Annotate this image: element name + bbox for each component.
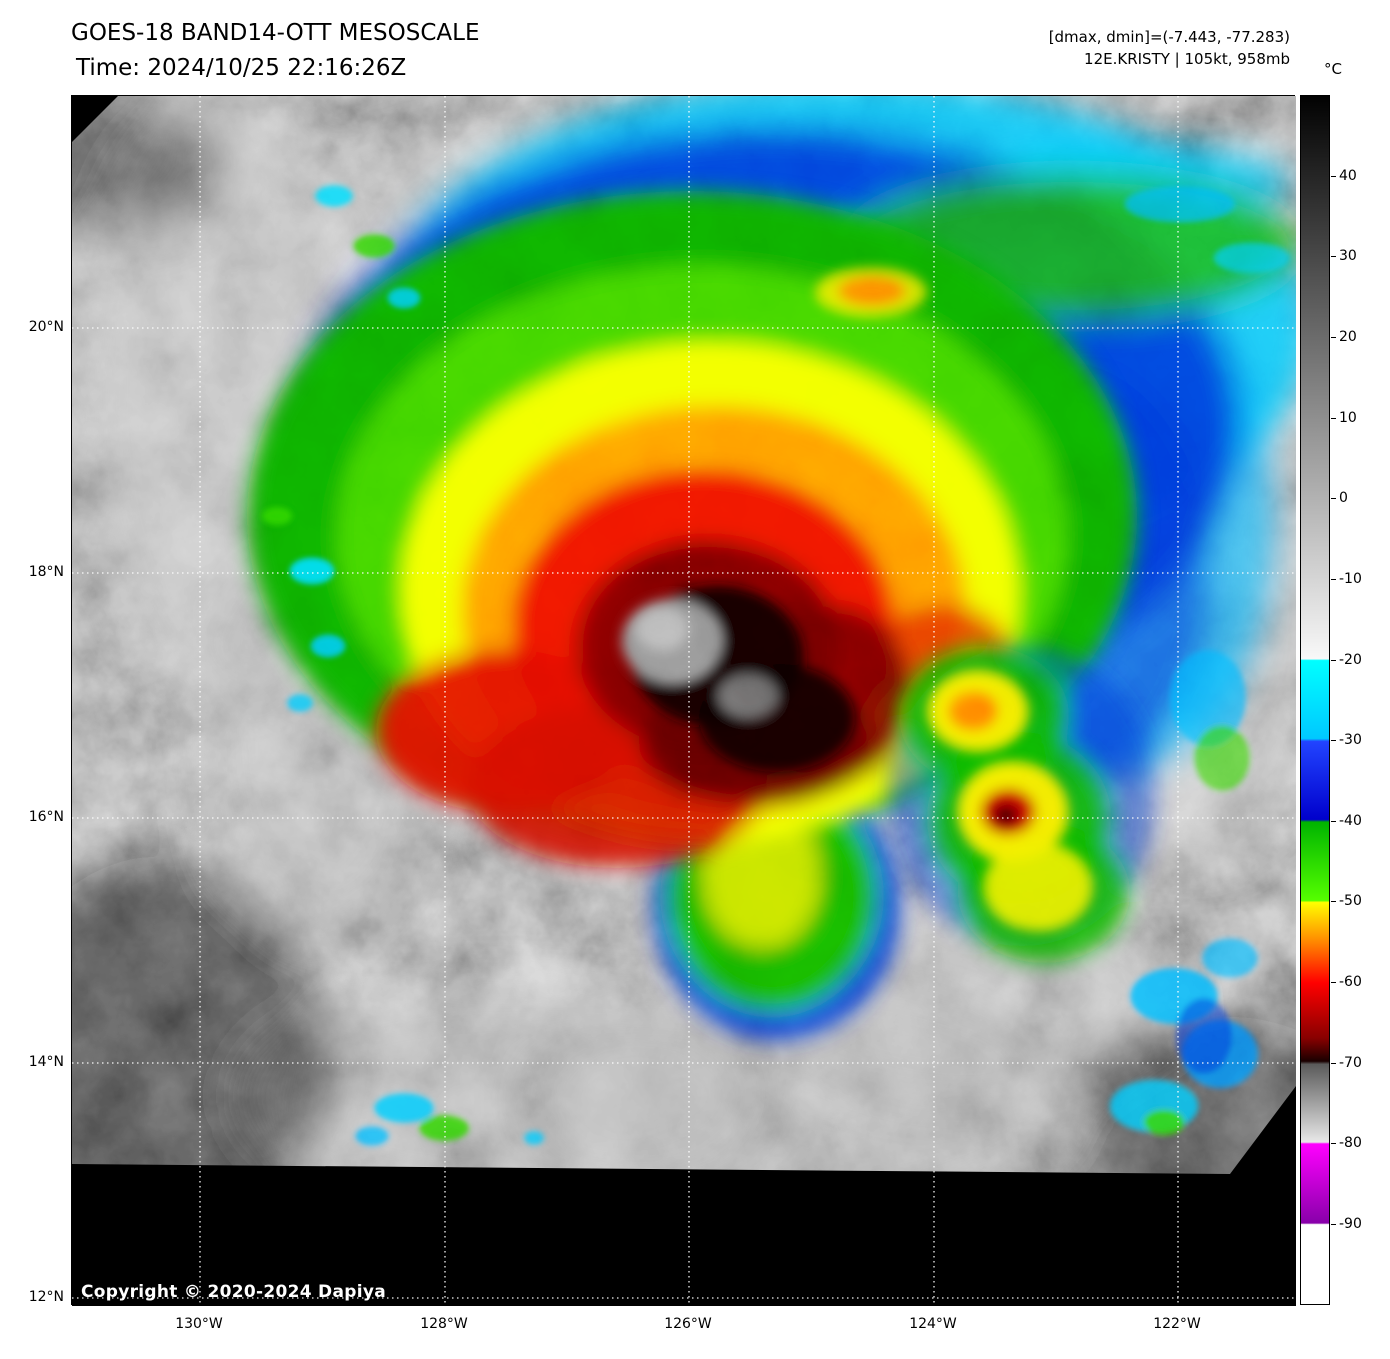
satellite-image — [72, 96, 1296, 1306]
colorbar-unit-label: °C — [1324, 60, 1342, 78]
lat-label-12n: 12°N — [28, 1289, 64, 1305]
colorbar — [1300, 95, 1330, 1305]
colorbar-tick-mark — [1331, 821, 1336, 822]
lat-label-14n: 14°N — [28, 1054, 64, 1070]
page-title: GOES-18 BAND14-OTT MESOSCALE — [71, 20, 480, 46]
dmax-dmin-readout: [dmax, dmin]=(-7.443, -77.283) — [1048, 28, 1290, 46]
colorbar-tick-label-40: 40 — [1339, 168, 1357, 184]
colorbar-tick-mark — [1331, 579, 1336, 580]
colorbar-tick-mark — [1331, 176, 1336, 177]
storm-info: 12E.KRISTY | 105kt, 958mb — [1084, 50, 1290, 68]
colorbar-tick-mark — [1331, 982, 1336, 983]
colorbar-tick-mark — [1331, 256, 1336, 257]
lon-label-128w: 128°W — [420, 1316, 468, 1332]
colorbar-tick-label-neg80: -80 — [1339, 1135, 1362, 1151]
colorbar-tick-label-neg70: -70 — [1339, 1055, 1362, 1071]
lat-label-18n: 18°N — [28, 564, 64, 580]
colorbar-tick-mark — [1331, 660, 1336, 661]
colorbar-tick-label-neg10: -10 — [1339, 571, 1362, 587]
colorbar-gradient — [1301, 96, 1329, 1304]
colorbar-tick-label-neg50: -50 — [1339, 893, 1362, 909]
lon-label-126w: 126°W — [664, 1316, 712, 1332]
colorbar-tick-label-neg40: -40 — [1339, 813, 1362, 829]
colorbar-tick-mark — [1331, 901, 1336, 902]
copyright-text: Copyright © 2020-2024 Dapiya — [81, 1282, 386, 1302]
header-info: [dmax, dmin]=(-7.443, -77.283) 12E.KRIST… — [1049, 26, 1290, 70]
lon-label-124w: 124°W — [909, 1316, 957, 1332]
lon-label-122w: 122°W — [1153, 1316, 1201, 1332]
colorbar-tick-label-20: 20 — [1339, 329, 1357, 345]
colorbar-tick-label-neg60: -60 — [1339, 974, 1362, 990]
lat-lon-grid — [72, 96, 1296, 1306]
colorbar-tick-label-0: 0 — [1339, 490, 1348, 506]
colorbar-tick-label-10: 10 — [1339, 410, 1357, 426]
colorbar-tick-mark — [1331, 1063, 1336, 1064]
lon-label-130w: 130°W — [175, 1316, 223, 1332]
colorbar-tick-label-30: 30 — [1339, 248, 1357, 264]
colorbar-tick-mark — [1331, 498, 1336, 499]
colorbar-tick-label-neg20: -20 — [1339, 652, 1362, 668]
lat-label-20n: 20°N — [28, 319, 64, 335]
map-panel: Copyright © 2020-2024 Dapiya — [71, 95, 1296, 1306]
colorbar-tick-label-neg30: -30 — [1339, 732, 1362, 748]
lat-label-16n: 16°N — [28, 809, 64, 825]
colorbar-tick-mark — [1331, 1143, 1336, 1144]
colorbar-tick-mark — [1331, 418, 1336, 419]
colorbar-tick-mark — [1331, 1224, 1336, 1225]
image-timestamp: Time: 2024/10/25 22:16:26Z — [76, 55, 407, 81]
colorbar-tick-mark — [1331, 337, 1336, 338]
colorbar-tick-label-neg90: -90 — [1339, 1216, 1362, 1232]
scan-region — [72, 96, 1296, 1174]
colorbar-tick-mark — [1331, 740, 1336, 741]
